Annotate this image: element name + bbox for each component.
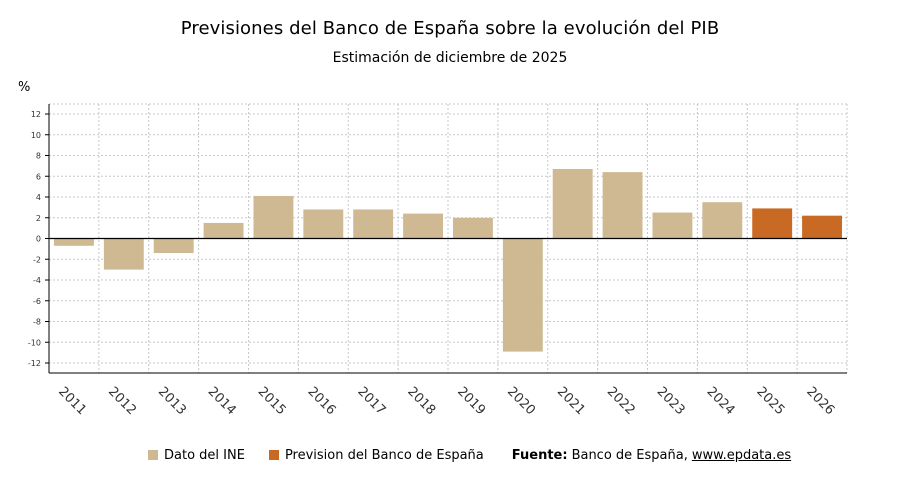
- legend-item-ine: Dato del INE: [148, 448, 245, 463]
- x-tick-label: 2024: [703, 384, 737, 418]
- chart-subtitle: Estimación de diciembre de 2025: [332, 50, 568, 66]
- x-tick-label: 2017: [354, 384, 388, 418]
- y-tick-label: 12: [31, 110, 41, 119]
- y-tick-label: -2: [33, 255, 41, 264]
- bar-2025: [752, 208, 793, 239]
- chart-title: Previsiones del Banco de España sobre la…: [180, 18, 720, 39]
- source-text: Banco de España,: [571, 447, 688, 463]
- legend-label-bde: Prevision del Banco de España: [284, 447, 484, 463]
- bar-2023: [652, 212, 693, 239]
- bar-2024: [702, 202, 743, 239]
- bar-2019: [452, 217, 493, 239]
- bar-2011: [53, 238, 94, 246]
- x-tick-label: 2011: [55, 384, 89, 418]
- x-tick-label: 2020: [504, 384, 538, 418]
- y-tick-label: 0: [36, 235, 41, 244]
- y-tick-label: -4: [33, 276, 41, 285]
- y-tick-label: -6: [33, 297, 41, 306]
- bar-2018: [403, 213, 444, 239]
- y-tick-label: 10: [31, 131, 41, 140]
- legend-label-ine: Dato del INE: [164, 447, 245, 463]
- y-axis-unit: %: [18, 80, 31, 95]
- x-tick-label: 2019: [454, 384, 488, 418]
- legend-swatch-bde: [268, 450, 279, 460]
- x-tick-label: 2021: [554, 384, 588, 418]
- y-tick-label: 4: [36, 193, 41, 202]
- x-tick-label: 2013: [155, 384, 189, 418]
- y-tick-label: 2: [36, 214, 41, 223]
- bar-2017: [353, 209, 394, 239]
- x-tick-label: 2025: [753, 384, 787, 418]
- bar-2016: [303, 209, 344, 239]
- x-tick-label: 2023: [654, 384, 688, 418]
- y-tick-label: -8: [33, 318, 41, 327]
- source-label: Fuente:: [511, 447, 568, 463]
- source-link[interactable]: www.epdata.es: [691, 447, 792, 463]
- source: Fuente: Banco de España, www.epdata.es: [512, 448, 791, 463]
- legend-swatch-ine: [148, 450, 158, 460]
- legend-item-bde: Prevision del Banco de España: [268, 447, 484, 463]
- bar-2015: [253, 195, 294, 239]
- x-tick-label: 2018: [404, 384, 438, 418]
- x-tick-label: 2026: [803, 384, 837, 418]
- bar-2014: [203, 222, 244, 239]
- x-tick-label: 2016: [304, 384, 338, 418]
- x-tick-label: 2015: [255, 384, 289, 418]
- y-tick-label: -10: [28, 338, 41, 347]
- bar-2020: [502, 238, 543, 352]
- x-tick-label: 2014: [205, 384, 239, 418]
- bar-2012: [103, 238, 144, 270]
- y-tick-label: 6: [36, 172, 41, 181]
- x-tick-label: 2012: [105, 384, 139, 418]
- y-tick-label: -12: [28, 359, 41, 368]
- bar-2026: [802, 215, 843, 239]
- bar-2013: [153, 238, 194, 254]
- bar-2022: [602, 172, 643, 239]
- y-tick-label: 8: [36, 152, 41, 161]
- x-tick-label: 2022: [604, 384, 638, 418]
- bar-chart: 12 10 8 6 4 2 0 -2 -4 -6 -8 -10 -12 2011 2012 2013 2014 2…: [28, 103, 848, 418]
- legend: Dato del INE Prevision del Banco de Espa…: [148, 445, 791, 465]
- bar-2021: [552, 168, 593, 239]
